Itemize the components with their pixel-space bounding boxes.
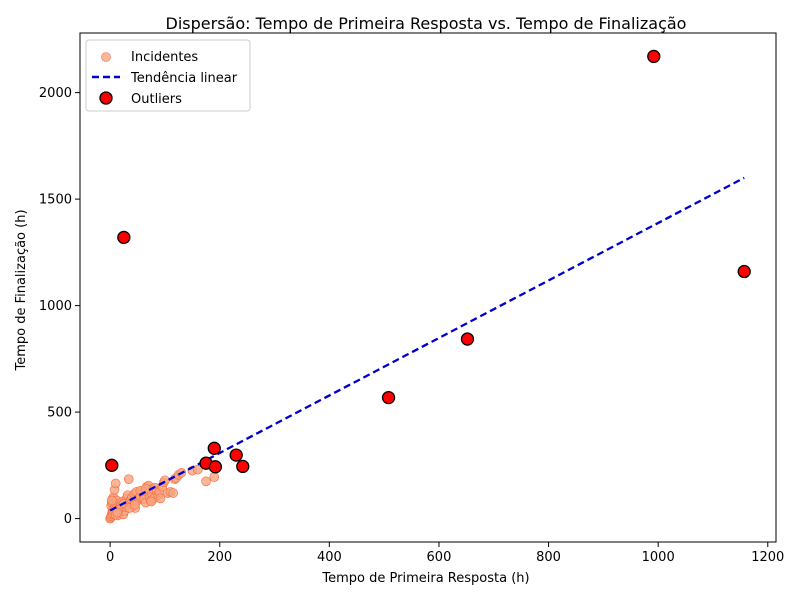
- x-tick-label: 0: [106, 550, 114, 565]
- legend: Incidentes Tendência linear Outliers: [85, 39, 251, 112]
- incidente-point: [106, 495, 117, 506]
- outlier-point: [737, 264, 751, 279]
- series-trend: [109, 176, 745, 512]
- y-axis-label: Tempo de Finalização (h): [14, 209, 29, 371]
- y-tick-label: 500: [47, 406, 72, 421]
- y-tick-label: 1500: [39, 193, 72, 208]
- legend-label-incidentes: Incidentes: [131, 50, 198, 65]
- y-tick-label: 0: [64, 512, 72, 527]
- legend-label-outliers: Outliers: [131, 92, 182, 107]
- incidente-point: [140, 483, 151, 494]
- incidente-point: [201, 476, 211, 487]
- outlier-point: [381, 390, 396, 405]
- incidente-point: [155, 493, 166, 504]
- outlier-point: [229, 448, 243, 462]
- outlier-point: [208, 460, 223, 474]
- trend-line: [109, 176, 745, 512]
- x-axis: 0 200 400 600 800 1000 1200: [106, 542, 784, 565]
- outlier-point: [117, 230, 131, 245]
- x-tick-label: 1200: [751, 550, 784, 565]
- legend-marker-outliers: [99, 91, 113, 105]
- incidente-point: [168, 488, 178, 498]
- incidente-point: [209, 472, 220, 482]
- legend-label-trend: Tendência linear: [130, 71, 238, 86]
- x-tick-label: 800: [536, 550, 561, 565]
- legend-box: [85, 39, 251, 112]
- legend-marker-incidentes: [101, 52, 111, 62]
- outlier-point: [460, 332, 475, 346]
- outlier-point: [236, 459, 250, 474]
- x-tick-label: 600: [427, 550, 452, 565]
- outlier-point: [105, 458, 119, 472]
- incidente-point: [110, 478, 121, 489]
- y-tick-label: 1000: [39, 299, 72, 314]
- outlier-point: [647, 49, 661, 64]
- incidente-point: [130, 499, 140, 510]
- incidente-point: [146, 496, 157, 507]
- x-axis-label: Tempo de Primeira Resposta (h): [321, 571, 529, 586]
- incidente-point: [123, 474, 134, 484]
- x-tick-label: 400: [317, 550, 342, 565]
- chart-title: Dispersão: Tempo de Primeira Resposta vs…: [166, 14, 687, 33]
- y-axis: 0 500 1000 1500 2000: [39, 86, 80, 527]
- series-outliers: [105, 49, 751, 474]
- outlier-point: [207, 441, 221, 455]
- x-tick-label: 1000: [642, 550, 675, 565]
- x-tick-label: 200: [207, 550, 232, 565]
- y-tick-label: 2000: [39, 86, 72, 101]
- incidente-point: [112, 507, 123, 518]
- incidente-point: [193, 464, 203, 475]
- plot-area: [79, 32, 777, 543]
